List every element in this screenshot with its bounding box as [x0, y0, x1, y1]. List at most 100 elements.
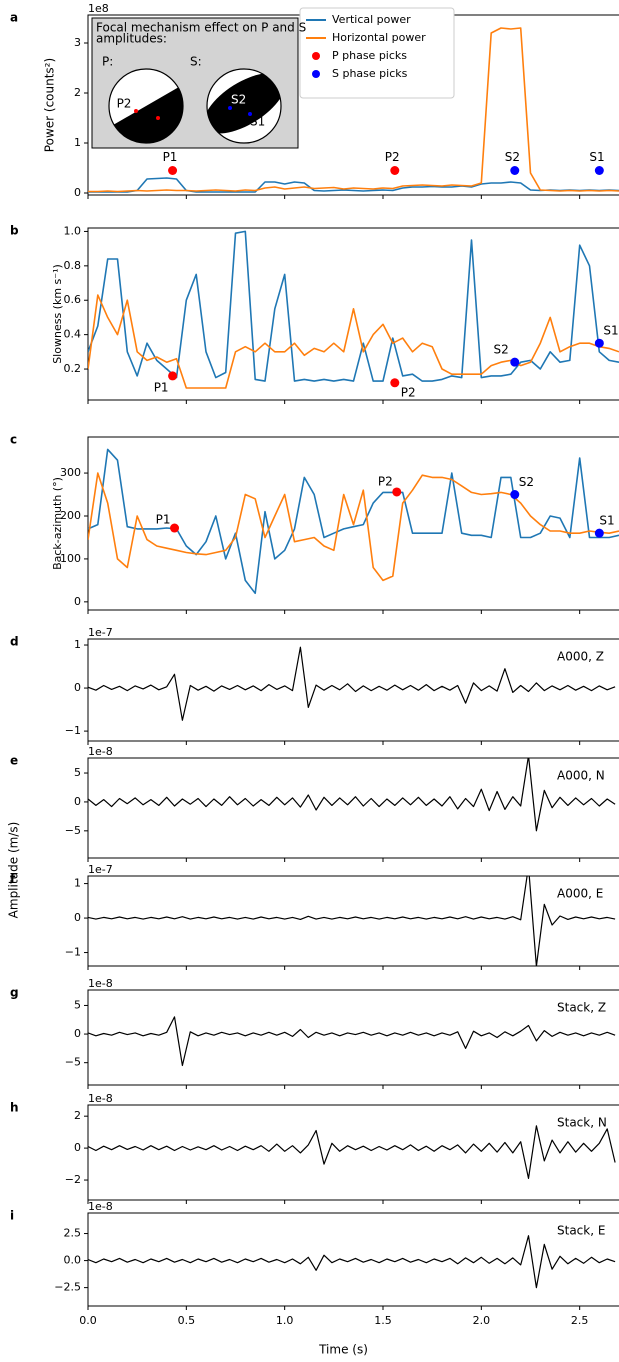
- pick-label: P1: [154, 380, 169, 394]
- shared-y-label: Amplitude (m/s): [7, 822, 21, 919]
- offset-text: 1e-8: [88, 1200, 113, 1213]
- y-tick-label: 100: [60, 552, 81, 565]
- pick-marker: [390, 378, 400, 388]
- legend-marker: [312, 52, 320, 60]
- trace-label: A000, N: [557, 769, 605, 783]
- y-tick-label: 3: [74, 36, 81, 49]
- offset-text: 1e-8: [88, 977, 113, 990]
- x-tick-label: 2.0: [473, 1314, 491, 1327]
- panel-letter: d: [10, 635, 19, 649]
- y-tick-label: −2.5: [54, 1281, 81, 1294]
- panel-letter: g: [10, 986, 19, 1000]
- axes-frame: [87, 638, 619, 742]
- axes-frame: [87, 1104, 619, 1201]
- beachball-label: P2: [117, 97, 132, 111]
- beachball-dot: [134, 109, 138, 113]
- axes-frame: [87, 227, 619, 401]
- inset-title: Focal mechanism effect on P and S: [96, 21, 306, 35]
- y-tick-label: −5: [65, 1056, 81, 1069]
- axes-frame: [87, 989, 619, 1086]
- series-line: [88, 1016, 616, 1067]
- y-tick-label: 0: [74, 681, 81, 694]
- beachball-s-fill: [204, 73, 286, 134]
- pick-marker: [168, 166, 178, 175]
- offset-text: 1e8: [88, 2, 109, 15]
- y-tick-label: 2: [74, 86, 81, 99]
- pick-marker: [594, 166, 604, 175]
- y-tick-label: −1: [65, 946, 81, 959]
- panel-letter: i: [10, 1209, 14, 1223]
- beachball-dot: [248, 112, 252, 116]
- legend-label: P phase picks: [332, 49, 407, 62]
- series-line: [88, 1235, 616, 1289]
- legend-box: [299, 7, 455, 99]
- inset-title: amplitudes:: [96, 32, 167, 46]
- axes-frame: [87, 436, 619, 611]
- beachball-label: S1: [250, 115, 265, 129]
- panel-letter: b: [10, 224, 19, 238]
- pick-label: P2: [401, 385, 416, 399]
- trace-label: A000, E: [557, 887, 603, 901]
- x-tick-label: 2.5: [571, 1314, 589, 1327]
- plot-area: [88, 876, 616, 966]
- y-tick-label: 2.5: [64, 1227, 82, 1240]
- offset-text: 1e-8: [88, 1092, 113, 1105]
- beachball-dot: [228, 106, 232, 110]
- series-line: [88, 876, 616, 966]
- beachball-p-fill: [113, 87, 183, 143]
- y-tick-label: 1: [74, 877, 81, 890]
- pick-label: P2: [385, 150, 400, 164]
- panel-letter: c: [10, 433, 17, 447]
- series-line: [88, 230, 619, 382]
- plot-area: [88, 758, 616, 832]
- plot-area: [88, 1125, 616, 1179]
- pick-label: S1: [599, 514, 614, 528]
- plot-area: [88, 230, 619, 389]
- y-tick-label: 2: [74, 1109, 81, 1122]
- y-axis-label: Back-azimuth (°): [51, 477, 64, 570]
- pick-label: S2: [494, 343, 509, 357]
- offset-text: 1e-8: [88, 745, 113, 758]
- y-tick-label: −1: [65, 724, 81, 737]
- y-tick-label: 1: [74, 136, 81, 149]
- x-tick-label: 1.5: [374, 1314, 392, 1327]
- offset-text: 1e-7: [88, 626, 113, 639]
- legend-label: S phase picks: [332, 67, 408, 80]
- pick-marker: [392, 487, 402, 497]
- y-tick-label: 1: [74, 638, 81, 651]
- legend-marker: [312, 70, 320, 78]
- beachball-label: P1: [160, 110, 175, 124]
- y-tick-label: 0.4: [64, 328, 82, 341]
- axes-frame: [87, 875, 619, 967]
- series-line: [88, 294, 619, 389]
- pick-label: S2: [505, 150, 520, 164]
- legend-label: Vertical power: [332, 13, 411, 26]
- inset-p-label: P:: [102, 55, 113, 69]
- legend-label: Horizontal power: [332, 31, 426, 44]
- pick-marker: [510, 357, 520, 367]
- y-tick-label: 0: [74, 595, 81, 608]
- axes-frame: [87, 757, 619, 859]
- offset-text: 1e-7: [88, 863, 113, 876]
- y-tick-label: 1.0: [64, 224, 82, 237]
- pick-marker: [390, 166, 400, 175]
- y-tick-label: 5: [74, 766, 81, 779]
- panel-letter: h: [10, 1101, 19, 1115]
- trace-label: A000, Z: [557, 650, 604, 664]
- y-tick-label: 0.2: [64, 362, 82, 375]
- x-axis-label: Time (s): [318, 1343, 368, 1357]
- y-tick-label: 0: [74, 1141, 81, 1154]
- pick-marker: [594, 338, 604, 348]
- pick-marker: [170, 523, 180, 533]
- y-tick-label: 0.6: [64, 293, 82, 306]
- y-tick-label: 0: [74, 795, 81, 808]
- x-tick-label: 0.0: [79, 1314, 97, 1327]
- y-tick-label: 200: [60, 509, 81, 522]
- y-tick-label: 0.8: [64, 259, 82, 272]
- beachball-dot: [156, 116, 160, 120]
- y-tick-label: 0.0: [64, 1254, 82, 1267]
- y-axis-label: Power (counts²): [43, 58, 57, 152]
- pick-label: S1: [603, 324, 618, 338]
- series-line: [88, 27, 619, 193]
- pick-marker: [594, 528, 604, 538]
